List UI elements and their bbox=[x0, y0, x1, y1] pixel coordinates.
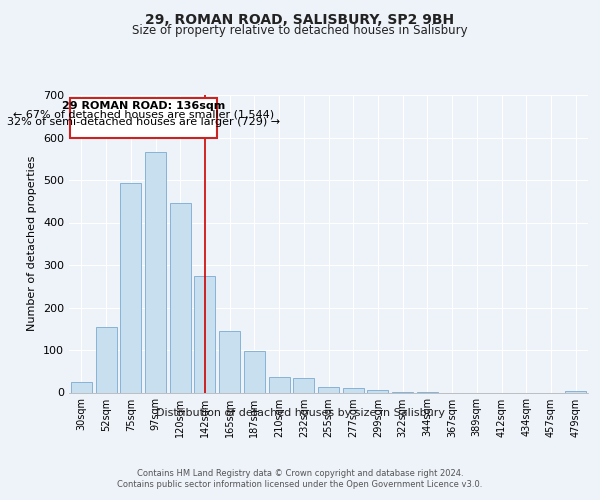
Bar bbox=[71, 382, 92, 392]
Text: Contains public sector information licensed under the Open Government Licence v3: Contains public sector information licen… bbox=[118, 480, 482, 489]
Bar bbox=[244, 351, 265, 393]
Bar bbox=[145, 152, 166, 392]
Text: 32% of semi-detached houses are larger (729) →: 32% of semi-detached houses are larger (… bbox=[7, 116, 280, 126]
Bar bbox=[367, 390, 388, 392]
Y-axis label: Number of detached properties: Number of detached properties bbox=[28, 156, 37, 332]
Bar bbox=[343, 388, 364, 392]
Text: Distribution of detached houses by size in Salisbury: Distribution of detached houses by size … bbox=[155, 408, 445, 418]
Bar bbox=[565, 391, 586, 392]
Text: 29 ROMAN ROAD: 136sqm: 29 ROMAN ROAD: 136sqm bbox=[62, 102, 226, 112]
Text: 29, ROMAN ROAD, SALISBURY, SP2 9BH: 29, ROMAN ROAD, SALISBURY, SP2 9BH bbox=[145, 12, 455, 26]
FancyBboxPatch shape bbox=[70, 98, 217, 138]
Bar bbox=[293, 378, 314, 392]
Text: ← 67% of detached houses are smaller (1,544): ← 67% of detached houses are smaller (1,… bbox=[13, 109, 274, 119]
Bar bbox=[170, 204, 191, 392]
Text: Contains HM Land Registry data © Crown copyright and database right 2024.: Contains HM Land Registry data © Crown c… bbox=[137, 469, 463, 478]
Bar bbox=[318, 386, 339, 392]
Bar bbox=[219, 331, 240, 392]
Bar bbox=[120, 184, 141, 392]
Bar bbox=[95, 326, 116, 392]
Bar bbox=[269, 377, 290, 392]
Text: Size of property relative to detached houses in Salisbury: Size of property relative to detached ho… bbox=[132, 24, 468, 37]
Bar bbox=[194, 276, 215, 392]
